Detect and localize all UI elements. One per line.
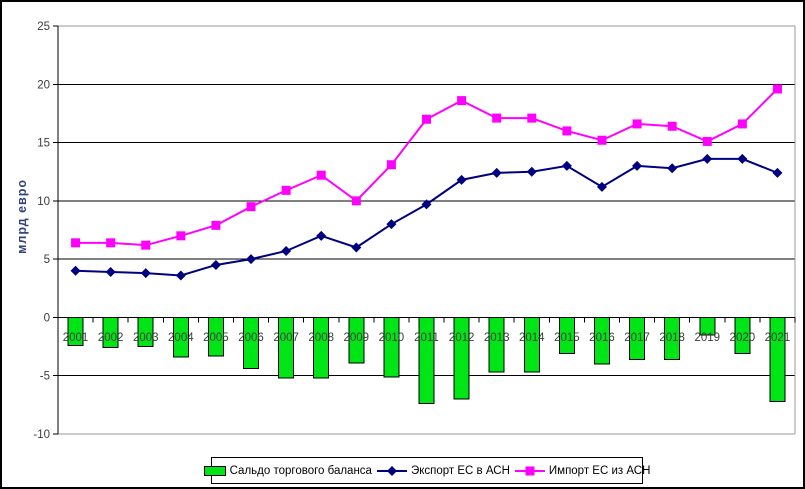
- import-point-2003: [141, 240, 151, 250]
- x-tick-label-2012: 2012: [449, 332, 475, 344]
- x-tick-label-2011: 2011: [414, 332, 439, 344]
- import-point-2008: [316, 170, 326, 180]
- export-point-2014: [526, 166, 537, 177]
- import-point-2013: [492, 113, 502, 123]
- export-point-2005: [210, 259, 221, 270]
- export-point-2008: [316, 230, 327, 241]
- x-tick-label-2017: 2017: [624, 332, 650, 344]
- legend-item-export: Экспорт ЕС в АСН: [376, 464, 510, 477]
- export-point-2003: [140, 268, 151, 279]
- x-tick-label-2003: 2003: [133, 332, 159, 344]
- import-point-2015: [562, 126, 572, 136]
- import-point-2007: [281, 185, 291, 195]
- import-point-2006: [246, 202, 256, 212]
- import-point-2004: [176, 231, 186, 241]
- import-point-2005: [211, 220, 221, 230]
- legend-item-balance: Сальдо торгового баланса: [203, 464, 372, 477]
- export-point-2021: [772, 167, 783, 178]
- x-tick-label-2010: 2010: [379, 332, 405, 344]
- y-tick-label--5: -5: [40, 371, 50, 383]
- x-tick-label-2016: 2016: [589, 332, 615, 344]
- import-point-2011: [422, 114, 431, 124]
- x-tick-label-2006: 2006: [238, 332, 264, 344]
- legend-item-import: Импорт ЕС из АСН: [514, 464, 651, 477]
- import-point-2014: [527, 113, 537, 123]
- export-point-2004: [175, 270, 186, 281]
- import-point-2010: [386, 160, 396, 170]
- y-tick-label--10: -10: [33, 429, 50, 441]
- x-tick-label-2005: 2005: [203, 332, 229, 344]
- legend-label-import: Импорт ЕС из АСН: [548, 464, 651, 477]
- export-point-2015: [561, 160, 572, 171]
- bar-2010: [383, 316, 400, 378]
- x-tick-label-2007: 2007: [273, 332, 299, 344]
- import-point-2001: [71, 238, 81, 248]
- x-tick-label-2013: 2013: [484, 332, 510, 344]
- x-tick-label-2008: 2008: [308, 332, 334, 344]
- bar-2013: [488, 316, 505, 373]
- bar-2011: [418, 316, 435, 405]
- export-point-2006: [246, 254, 257, 265]
- bar-2014: [523, 316, 540, 373]
- export-point-2018: [667, 163, 678, 174]
- y-tick-label-15: 15: [37, 138, 50, 150]
- import-point-2012: [457, 96, 467, 106]
- export-point-2013: [491, 167, 502, 178]
- y-axis-title: млрд евро: [15, 179, 29, 254]
- y-tick-label-0: 0: [44, 312, 50, 324]
- export-point-2001: [70, 265, 81, 276]
- import-point-2009: [351, 196, 361, 206]
- x-tick-label-2015: 2015: [554, 332, 580, 344]
- export-point-2017: [632, 160, 643, 171]
- y-tick-label-25: 25: [37, 21, 50, 33]
- x-tick-label-2020: 2020: [730, 332, 756, 344]
- import-line-marker-icon: [514, 466, 545, 475]
- import-point-2020: [737, 119, 747, 129]
- import-point-2019: [702, 136, 712, 146]
- x-tick-label-2009: 2009: [344, 332, 370, 344]
- export-point-2011: [421, 199, 432, 210]
- export-point-2009: [351, 242, 362, 253]
- x-tick-label-2001: 2001: [63, 332, 89, 344]
- export-point-2019: [702, 153, 713, 164]
- y-tick-label-20: 20: [37, 79, 50, 91]
- x-tick-label-2018: 2018: [659, 332, 685, 344]
- export-point-2016: [596, 181, 607, 192]
- export-point-2012: [456, 174, 467, 185]
- import-point-2018: [667, 121, 677, 131]
- x-tick-label-2004: 2004: [168, 332, 194, 344]
- import-point-2017: [632, 119, 642, 129]
- y-tick-label-10: 10: [37, 196, 50, 208]
- export-point-2007: [281, 245, 292, 256]
- export-line: [75, 157, 778, 277]
- import-point-2016: [597, 135, 607, 145]
- legend-label-balance: Сальдо торгового баланса: [229, 464, 372, 477]
- export-line-marker-icon: [376, 465, 407, 476]
- bar-2012: [453, 316, 470, 400]
- bar-2007: [278, 316, 295, 379]
- legend-label-export: Экспорт ЕС в АСН: [410, 464, 510, 477]
- bar-2008: [313, 316, 330, 379]
- x-tick-label-2002: 2002: [98, 332, 124, 344]
- x-tick-label-2019: 2019: [694, 332, 720, 344]
- export-point-2002: [105, 266, 116, 277]
- balance-swatch-icon: [203, 465, 226, 476]
- x-tick-label-2014: 2014: [519, 332, 545, 344]
- import-point-2021: [772, 84, 782, 94]
- legend: Сальдо торгового баланса Экспорт ЕС в АС…: [203, 457, 650, 484]
- import-point-2002: [106, 238, 116, 248]
- export-point-2020: [737, 153, 748, 164]
- x-tick-label-2021: 2021: [765, 332, 791, 344]
- bar-2021: [769, 316, 786, 402]
- export-point-2010: [386, 219, 397, 230]
- y-tick-label-5: 5: [44, 254, 50, 266]
